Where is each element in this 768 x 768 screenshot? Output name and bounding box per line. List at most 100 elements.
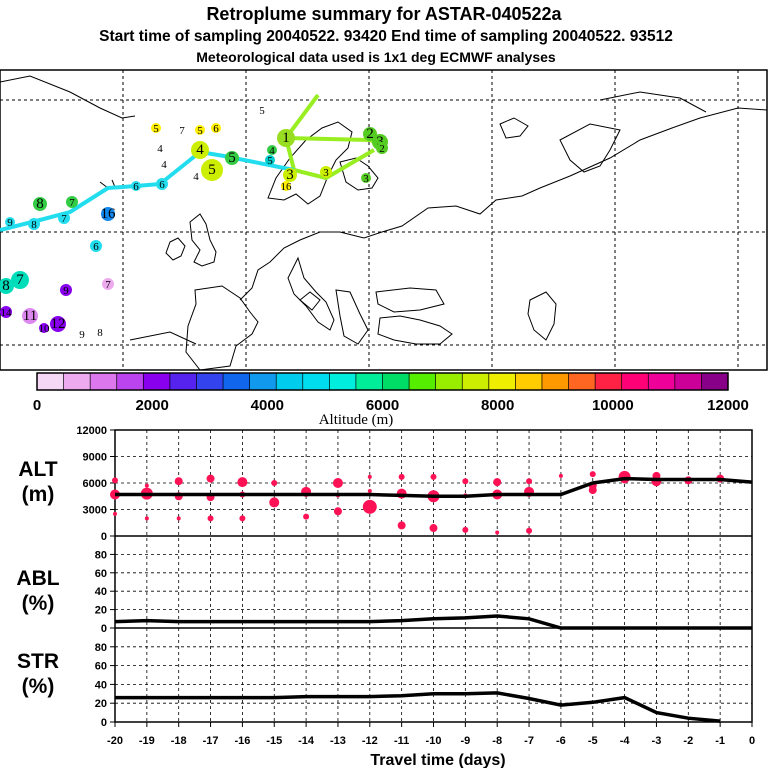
- y-tick-label: 40: [95, 679, 107, 691]
- trajectory-label: 7: [105, 279, 111, 291]
- alt-cluster-point: [526, 478, 533, 485]
- colorbar-cell: [302, 373, 330, 390]
- x-tick-label: -18: [171, 735, 187, 747]
- trajectory-marker: [225, 151, 239, 165]
- colorbar-cell: [143, 373, 171, 390]
- trajectory-marker: [156, 178, 168, 190]
- alt-cluster-point: [144, 483, 149, 488]
- trajectory-marker: [5, 217, 15, 227]
- y-tick-label: 80: [95, 642, 107, 654]
- trajectory-label: 5: [197, 125, 203, 137]
- met-data-note: Meteorological data used is 1x1 deg ECMW…: [196, 49, 556, 65]
- colorbar-ticks: 0 2000 4000 6000 8000 10000 12000: [33, 373, 749, 414]
- y-tick-label: 3000: [83, 505, 107, 517]
- colorbar-cell: [595, 373, 623, 390]
- alt-cluster-point: [462, 478, 469, 485]
- trajectory-label: 9: [63, 285, 69, 297]
- y-tick-labels: 12000 9000 6000 3000 0 80 60 40 20 0 80 60 40 20 0: [76, 425, 107, 729]
- alt-cluster-point: [237, 477, 248, 488]
- y-tick-label: 12000: [76, 425, 107, 437]
- trajectory-marker: [376, 142, 388, 154]
- x-axis-label: Travel time (days): [370, 752, 505, 768]
- alt-cluster-point: [174, 477, 183, 486]
- colorbar-cell: [515, 373, 543, 390]
- x-tick-label: -4: [620, 735, 631, 747]
- colorbar-cell: [701, 373, 729, 390]
- coastline-italy: [287, 256, 335, 331]
- trajectory-marker: [201, 159, 223, 181]
- alt-cluster-point: [176, 516, 181, 521]
- colorbar-tick-label: 2000: [135, 397, 168, 414]
- trajectory-marker: [277, 129, 295, 147]
- alt-unit: (m): [22, 483, 55, 506]
- alt-cluster-point: [239, 515, 246, 522]
- coastline-scandinavia: [267, 121, 353, 205]
- trajectory-label: 14: [1, 307, 13, 319]
- trajectory-label: 7: [61, 213, 67, 225]
- trajectory-label: 6: [133, 181, 139, 193]
- trajectory-marker: [131, 181, 141, 191]
- alt-label: ALT: [18, 458, 57, 481]
- trajectory-label: 16: [101, 206, 117, 222]
- coastline-black-sea: [375, 287, 445, 313]
- colorbar-cell: [169, 373, 197, 390]
- colorbar-cell: [116, 373, 144, 390]
- coastline-turkey: [377, 315, 453, 345]
- coastline-arctic: [599, 91, 707, 113]
- trajectory-marker: [33, 197, 47, 211]
- coastline-iberia: [185, 285, 259, 371]
- x-tick-label: -17: [203, 735, 219, 747]
- coastline-europe-north: [239, 107, 768, 301]
- trajectory-marker: [11, 271, 29, 289]
- alt-cluster-point: [271, 480, 278, 486]
- alt-cluster-point: [269, 497, 280, 508]
- trajectory-marker: [320, 166, 332, 178]
- trajectory-marker: [101, 207, 115, 221]
- colorbar-cell: [355, 373, 383, 390]
- trajectory-marker: [281, 181, 291, 191]
- trajectory-label: 5: [228, 150, 236, 166]
- x-tick-label: -20: [107, 735, 123, 747]
- alt-cluster-point: [362, 499, 377, 514]
- colorbar-cell: [329, 373, 357, 390]
- trajectory-marker: [90, 240, 102, 252]
- colorbar-cell: [621, 373, 649, 390]
- trajectory-marker: [211, 123, 221, 133]
- trajectory-label: 7: [179, 125, 185, 137]
- x-tick-label: -2: [683, 735, 693, 747]
- colorbar-cell: [409, 373, 437, 390]
- trajectory-label: 5: [259, 105, 265, 117]
- alt-cluster-point: [588, 486, 597, 495]
- colorbar-cell: [382, 373, 410, 390]
- colorbar-tick-label: 12000: [707, 397, 749, 414]
- y-tick-label: 40: [95, 586, 107, 598]
- coastline-ireland: [165, 237, 186, 261]
- colorbar-cell: [223, 373, 251, 390]
- y-tick-label: 0: [101, 623, 107, 635]
- alt-cluster-point: [206, 474, 215, 483]
- y-tick-label: 9000: [83, 452, 107, 464]
- trajectory-label: 11: [23, 308, 37, 324]
- alt-cluster-point: [462, 526, 469, 533]
- trajectory-label: 3: [376, 134, 384, 150]
- trajectory-marker: [39, 323, 49, 333]
- x-tick-label: -13: [330, 735, 346, 747]
- colorbar-label: Altitude (m): [319, 412, 394, 428]
- trajectory-label: 4: [193, 171, 199, 183]
- alt-cluster-point: [207, 515, 214, 522]
- str-label: STR: [17, 650, 59, 673]
- colorbar-cell: [249, 373, 277, 390]
- y-tick-label: 0: [101, 717, 107, 729]
- x-tick-label: -1: [715, 735, 725, 747]
- x-tick-label: -16: [234, 735, 250, 747]
- colorbar-cell: [196, 373, 224, 390]
- trajectory-label: 5: [208, 162, 216, 178]
- colorbar-tick-label: 4000: [251, 397, 284, 414]
- coastline-yamal: [559, 123, 621, 173]
- trajectory-label: 6: [93, 241, 99, 253]
- trajectory-marker: [66, 196, 78, 208]
- y-tick-label: 60: [95, 661, 107, 673]
- trajectory-label: 8: [2, 278, 10, 294]
